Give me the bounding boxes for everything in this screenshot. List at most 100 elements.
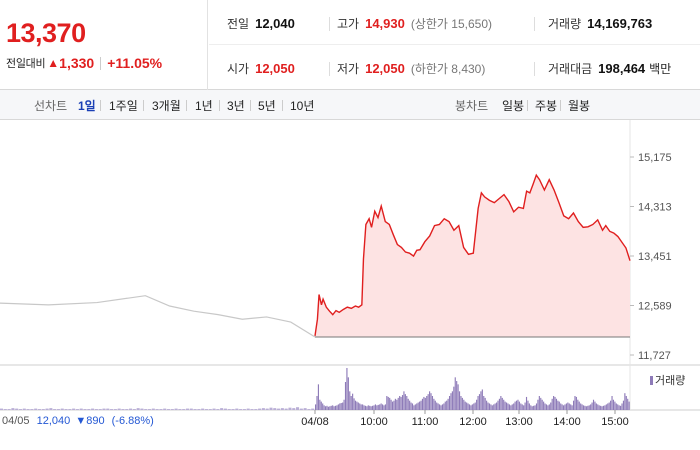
y-tick-label: 13,451 xyxy=(638,251,672,263)
volume-bar xyxy=(439,404,441,410)
tab-period-3m[interactable]: 3개월 xyxy=(152,99,181,113)
volume-bar xyxy=(56,409,60,410)
volume-bar xyxy=(254,409,258,410)
volume-bar xyxy=(280,408,284,410)
price-chart[interactable]: 15,175 14,313 13,451 12,589 11,727 04/08 10:0… xyxy=(0,120,700,450)
volume-bar xyxy=(239,409,243,410)
volume-bar xyxy=(483,396,485,410)
volume-bar xyxy=(486,400,488,410)
volume-bar xyxy=(340,403,342,410)
tab-candle-daily[interactable]: 일봉 xyxy=(502,99,525,113)
volume-bar xyxy=(600,405,602,410)
volume-bar xyxy=(612,399,615,410)
tab-candle-weekly[interactable]: 주봉 xyxy=(535,99,558,113)
volume-bar xyxy=(493,404,495,410)
volume-bar xyxy=(394,398,396,410)
volume-bar xyxy=(381,404,384,410)
volume-bar xyxy=(320,401,322,410)
volume-bar xyxy=(68,409,72,410)
volume-bar xyxy=(470,405,472,410)
volume-bar xyxy=(581,404,583,410)
volume-bar xyxy=(307,409,311,410)
current-price: 13,370 xyxy=(6,18,86,48)
volume-bar xyxy=(148,409,152,410)
volume-bar xyxy=(515,400,518,410)
volume-bar xyxy=(350,396,352,410)
volume-bar xyxy=(292,408,296,410)
volume-bar xyxy=(117,408,121,410)
divider xyxy=(329,62,330,76)
stat-unit: 백만 xyxy=(649,62,672,76)
volume-bar xyxy=(201,408,205,410)
volume-bar xyxy=(461,397,463,410)
divider xyxy=(209,44,700,45)
tab-period-5y[interactable]: 5년 xyxy=(258,99,276,113)
volume-bar xyxy=(481,389,483,410)
volume-bar xyxy=(625,396,627,410)
volume-bar xyxy=(618,405,620,410)
volume-bar xyxy=(420,400,422,410)
volume-bar xyxy=(514,401,516,410)
stat-label: 저가 xyxy=(337,62,360,76)
volume-bar xyxy=(498,398,501,410)
volume-bar xyxy=(500,396,502,410)
volume-bar xyxy=(622,400,625,410)
volume-bar xyxy=(611,396,613,410)
prev-day-pct: (-6.88%) xyxy=(111,415,154,427)
volume-bar xyxy=(527,400,529,410)
volume-bar xyxy=(578,401,580,410)
volume-bar xyxy=(178,409,182,410)
volume-bar xyxy=(346,368,348,410)
y-axis: 15,175 14,313 13,451 12,589 11,727 xyxy=(630,152,672,362)
volume-bar xyxy=(458,391,461,410)
tab-period-1w[interactable]: 1주일 xyxy=(109,99,138,113)
volume-bar xyxy=(3,409,7,410)
volume-bar xyxy=(113,409,117,410)
volume-bar xyxy=(448,396,451,410)
x-axis: 04/08 10:00 11:00 12:00 13:00 14:00 15:00 xyxy=(301,410,629,428)
volume-bar xyxy=(235,408,239,410)
volume-bar xyxy=(242,409,246,410)
volume-bar xyxy=(424,397,426,410)
tab-period-3y[interactable]: 3년 xyxy=(227,99,245,113)
volume-bar xyxy=(155,409,159,410)
volume-bar xyxy=(547,405,549,410)
volume-bar xyxy=(413,405,415,410)
volume-bar xyxy=(409,400,411,410)
prev-day-line xyxy=(0,295,316,338)
divider xyxy=(186,100,187,111)
tab-candle-monthly[interactable]: 월봉 xyxy=(568,99,591,113)
volume-bar xyxy=(349,391,351,410)
volume-bar xyxy=(376,405,378,410)
volume-bar xyxy=(396,399,398,410)
volume-bar xyxy=(538,396,540,410)
volume-bar xyxy=(170,409,174,410)
volume-bar xyxy=(487,402,489,410)
volume-bar xyxy=(299,408,303,410)
volume-bar xyxy=(367,405,369,410)
volume-bar xyxy=(531,406,533,410)
volume-bar xyxy=(588,405,590,410)
volume-bar xyxy=(64,409,68,410)
volume-bar xyxy=(564,404,566,410)
tab-period-1d[interactable]: 1일 xyxy=(78,99,96,113)
prev-day-info: 04/05 12,040 ▼890 (-6.88%) xyxy=(2,415,154,427)
volume-bar xyxy=(387,396,389,410)
volume-bar xyxy=(34,408,38,410)
volume-bar xyxy=(421,398,424,410)
stat-value: 14,930 xyxy=(365,16,405,31)
volume-bar xyxy=(488,403,491,410)
prev-day-series xyxy=(0,295,316,338)
volume-bars xyxy=(0,368,630,410)
volume-bar xyxy=(423,396,425,410)
stat-volume: 거래량 14,169,763 xyxy=(548,15,652,32)
change-row: 전일대비 ▲ 1,330 +11.05% xyxy=(6,55,162,71)
volume-bar xyxy=(363,405,365,410)
tab-period-10y[interactable]: 10년 xyxy=(290,99,315,113)
volume-bar xyxy=(561,404,563,410)
volume-bar xyxy=(568,403,570,410)
tab-period-1y[interactable]: 1년 xyxy=(195,99,213,113)
volume-bar xyxy=(577,399,579,410)
volume-bar xyxy=(614,401,616,410)
volume-bar xyxy=(419,401,421,410)
